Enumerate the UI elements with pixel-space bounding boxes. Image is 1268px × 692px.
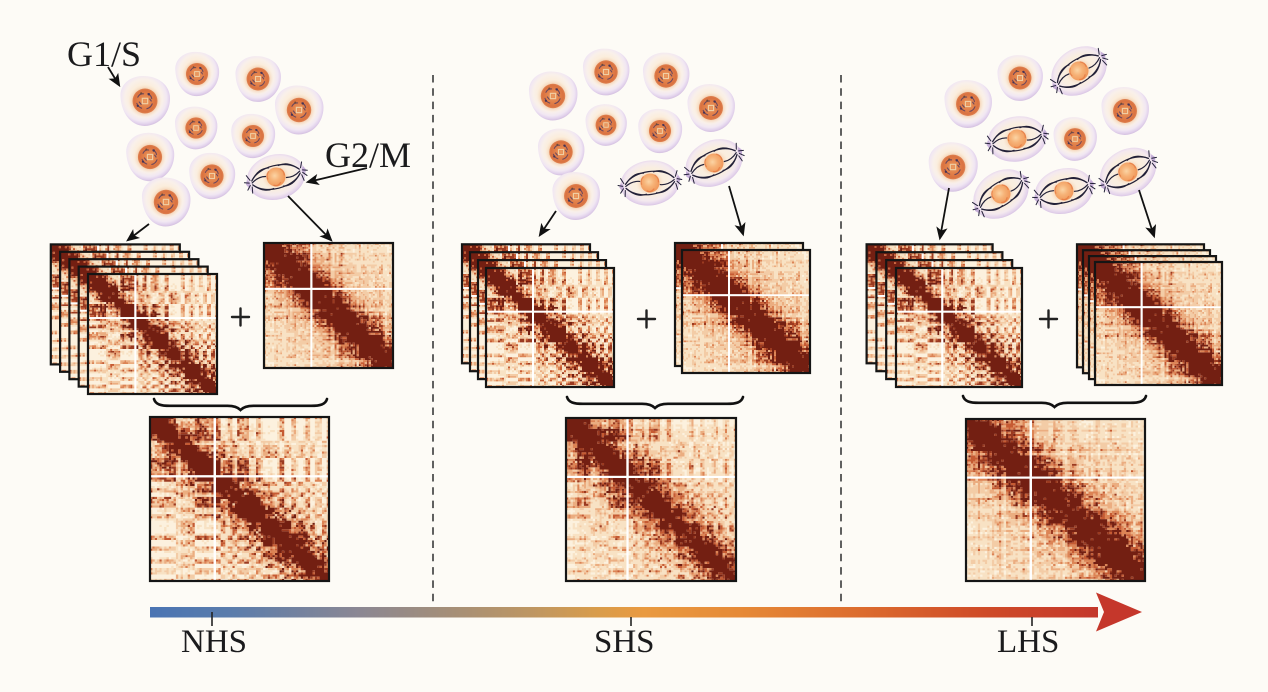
svg-text:NHS: NHS — [181, 624, 247, 660]
svg-text:LHS: LHS — [997, 624, 1059, 660]
svg-text:SHS: SHS — [594, 624, 655, 660]
svg-text:G2/M: G2/M — [325, 135, 411, 175]
svg-text:G1/S: G1/S — [67, 34, 141, 74]
